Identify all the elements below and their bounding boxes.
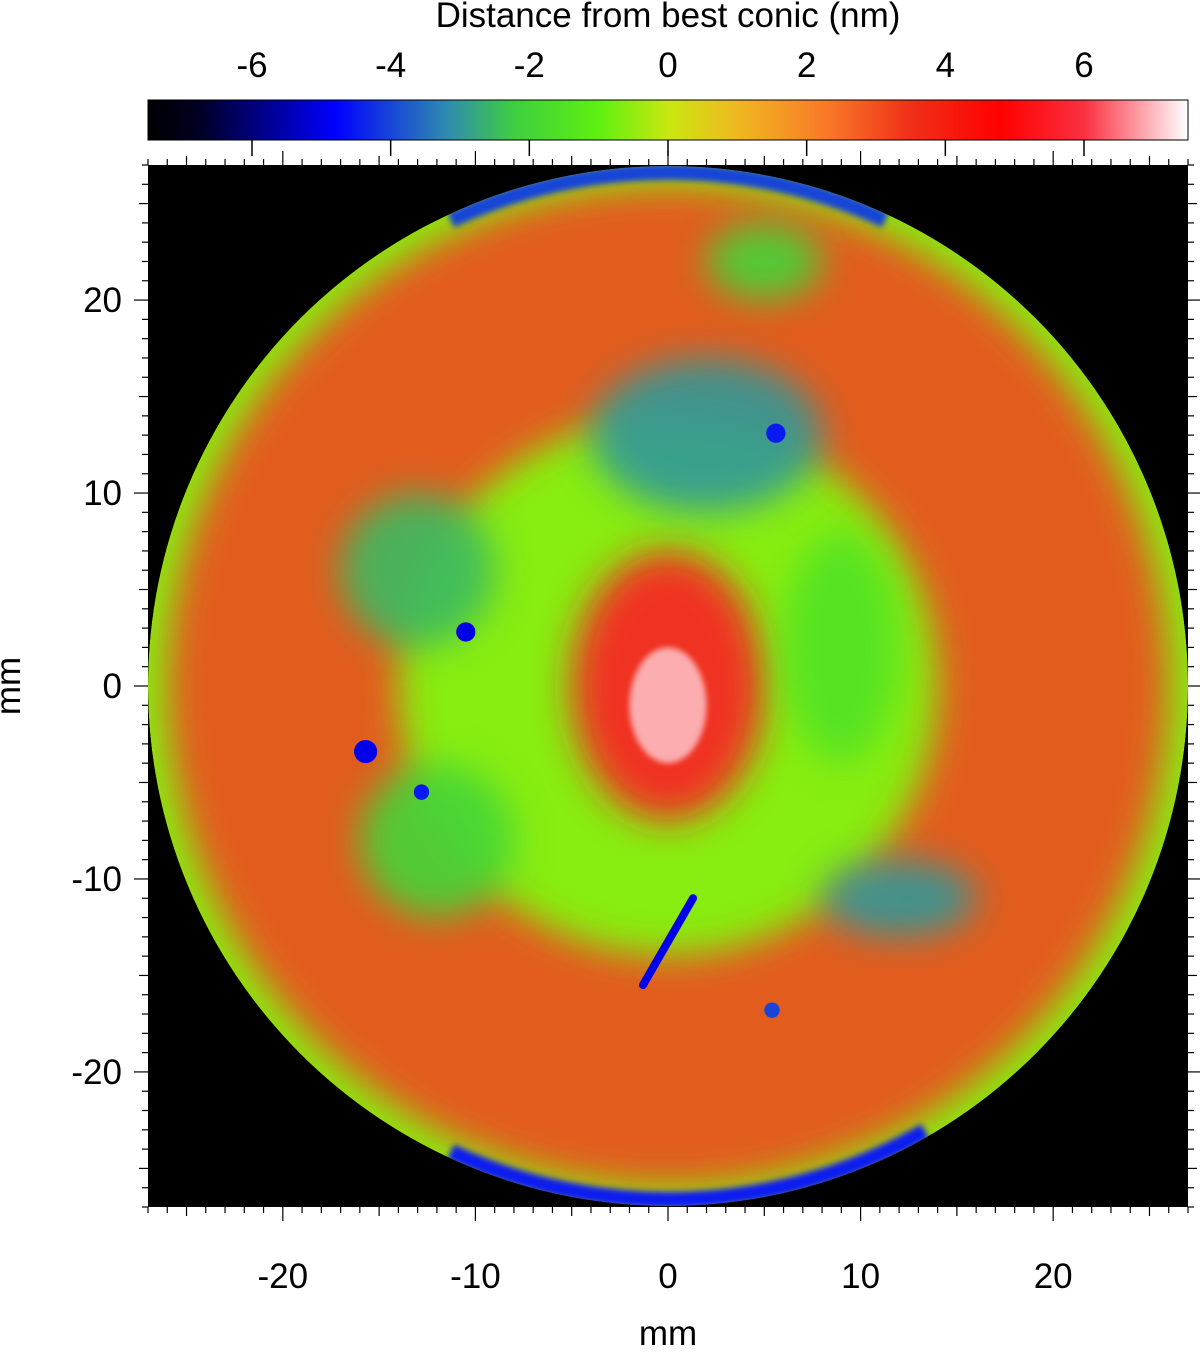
x-tick-label: -20 <box>258 1257 309 1296</box>
outer-ring <box>167 185 1169 1187</box>
defect-spot <box>354 740 378 764</box>
colorbar-tick-label: 0 <box>658 46 677 85</box>
colorbar-tick-label: 4 <box>936 46 955 85</box>
defect-scratch <box>638 894 698 990</box>
edge-band <box>447 166 889 228</box>
colorbar-tick-label: -6 <box>236 46 267 85</box>
colorbar-gradient <box>147 99 1189 141</box>
x-tick-label: -10 <box>450 1257 501 1296</box>
y-axis-label: mm <box>0 657 28 715</box>
defect-spot <box>766 423 786 443</box>
x-tick-label: 20 <box>1034 1257 1073 1296</box>
x-tick-label: 0 <box>658 1257 677 1296</box>
surface-blob <box>822 859 977 937</box>
defect-spot <box>413 784 430 800</box>
colorbar-tick-label: 2 <box>797 46 816 85</box>
surface-blob <box>783 531 900 763</box>
y-tick-label: 0 <box>103 667 122 706</box>
x-tick-label: 10 <box>841 1257 880 1296</box>
y-tick-label: -10 <box>71 860 122 899</box>
surface-blob <box>629 647 707 764</box>
surface-blob <box>706 222 823 300</box>
defect-spot <box>764 1002 780 1018</box>
edge-band <box>447 1124 929 1206</box>
defect-spot <box>456 622 476 642</box>
surface-blob <box>359 763 514 918</box>
heatmap-layers <box>148 166 1188 1206</box>
surface-blob <box>340 493 495 648</box>
y-tick-labels: -20 -10 0 10 20 <box>71 281 122 1092</box>
colorbar-tick-label: 6 <box>1074 46 1093 85</box>
x-tick-labels: -20 -10 0 10 20 <box>258 1257 1073 1296</box>
y-tick-label: -20 <box>71 1053 122 1092</box>
colorbar-label: Distance from best conic (nm) <box>436 0 901 35</box>
colorbar-ticks <box>251 140 1085 156</box>
axis-ticks <box>134 151 1200 1221</box>
y-tick-label: 10 <box>83 474 122 513</box>
aperture <box>148 166 1188 1206</box>
x-axis-label: mm <box>639 1314 697 1350</box>
colorbar-tick-label: -4 <box>375 46 406 85</box>
y-tick-label: 20 <box>83 281 122 320</box>
colorbar-tick-label: -2 <box>514 46 545 85</box>
surface-blob <box>590 358 823 513</box>
colorbar-tick-labels: -6 -4 -2 0 2 4 6 <box>236 46 1093 85</box>
